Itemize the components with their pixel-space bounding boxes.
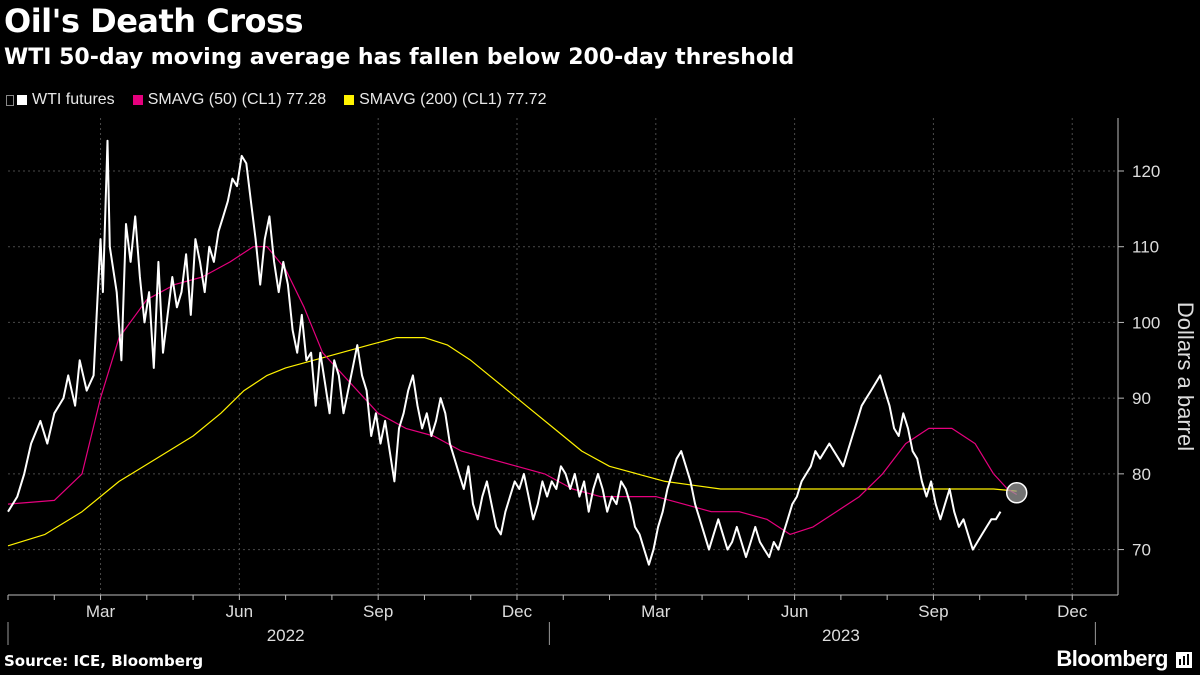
series-line-wti-futures bbox=[7, 139, 1002, 566]
legend-label-sma50: SMAVG (50) (CL1) 77.28 bbox=[147, 91, 327, 108]
year-label: 2022 bbox=[267, 626, 305, 645]
x-tick-label: Jun bbox=[226, 602, 253, 621]
legend-swatch-sma50 bbox=[132, 95, 143, 105]
x-tick-label: Sep bbox=[363, 602, 393, 621]
x-tick-label: Dec bbox=[502, 602, 533, 621]
legend-item-wti[interactable]: WTI futures bbox=[6, 91, 115, 109]
y-tick-label: 90 bbox=[1132, 389, 1151, 408]
series-line-smavg-200-cl1 bbox=[7, 337, 1017, 547]
legend-label-wti: WTI futures bbox=[32, 91, 115, 108]
legend-swatch-sma200 bbox=[344, 95, 355, 105]
legend-item-sma50[interactable]: SMAVG (50) (CL1) 77.28 bbox=[132, 91, 327, 109]
x-tick-label: Jun bbox=[781, 602, 808, 621]
chart-title: Oil's Death Cross bbox=[4, 2, 304, 40]
x-tick-label: Mar bbox=[641, 602, 671, 621]
x-tick-label: Mar bbox=[86, 602, 116, 621]
y-tick-label: 80 bbox=[1132, 465, 1151, 484]
y-axis-title: Dollars a barrel bbox=[1173, 302, 1198, 451]
bloomberg-logo-icon bbox=[1176, 652, 1192, 668]
legend-label-sma200: SMAVG (200) (CL1) 77.72 bbox=[359, 91, 547, 108]
legend: WTI futures SMAVG (50) (CL1) 77.28 SMAVG… bbox=[6, 91, 564, 109]
series-line-smavg-50-cl1 bbox=[7, 246, 1018, 535]
y-tick-label: 120 bbox=[1132, 162, 1160, 181]
cross-point-marker bbox=[1005, 482, 1028, 504]
legend-marker-icon bbox=[6, 94, 14, 106]
chart-subtitle: WTI 50-day moving average has fallen bel… bbox=[4, 45, 795, 70]
bloomberg-logo: Bloomberg bbox=[1056, 646, 1192, 672]
year-label: 2023 bbox=[822, 626, 860, 645]
y-tick-label: 70 bbox=[1132, 541, 1151, 560]
y-tick-label: 110 bbox=[1132, 238, 1159, 257]
legend-item-sma200[interactable]: SMAVG (200) (CL1) 77.72 bbox=[344, 91, 546, 109]
x-tick-label: Dec bbox=[1057, 602, 1088, 621]
x-tick-label: Sep bbox=[918, 602, 948, 621]
source-note: Source: ICE, Bloomberg bbox=[4, 652, 204, 670]
legend-swatch-wti bbox=[17, 95, 27, 105]
y-tick-label: 100 bbox=[1132, 313, 1160, 332]
brand-name: Bloomberg bbox=[1056, 646, 1168, 671]
